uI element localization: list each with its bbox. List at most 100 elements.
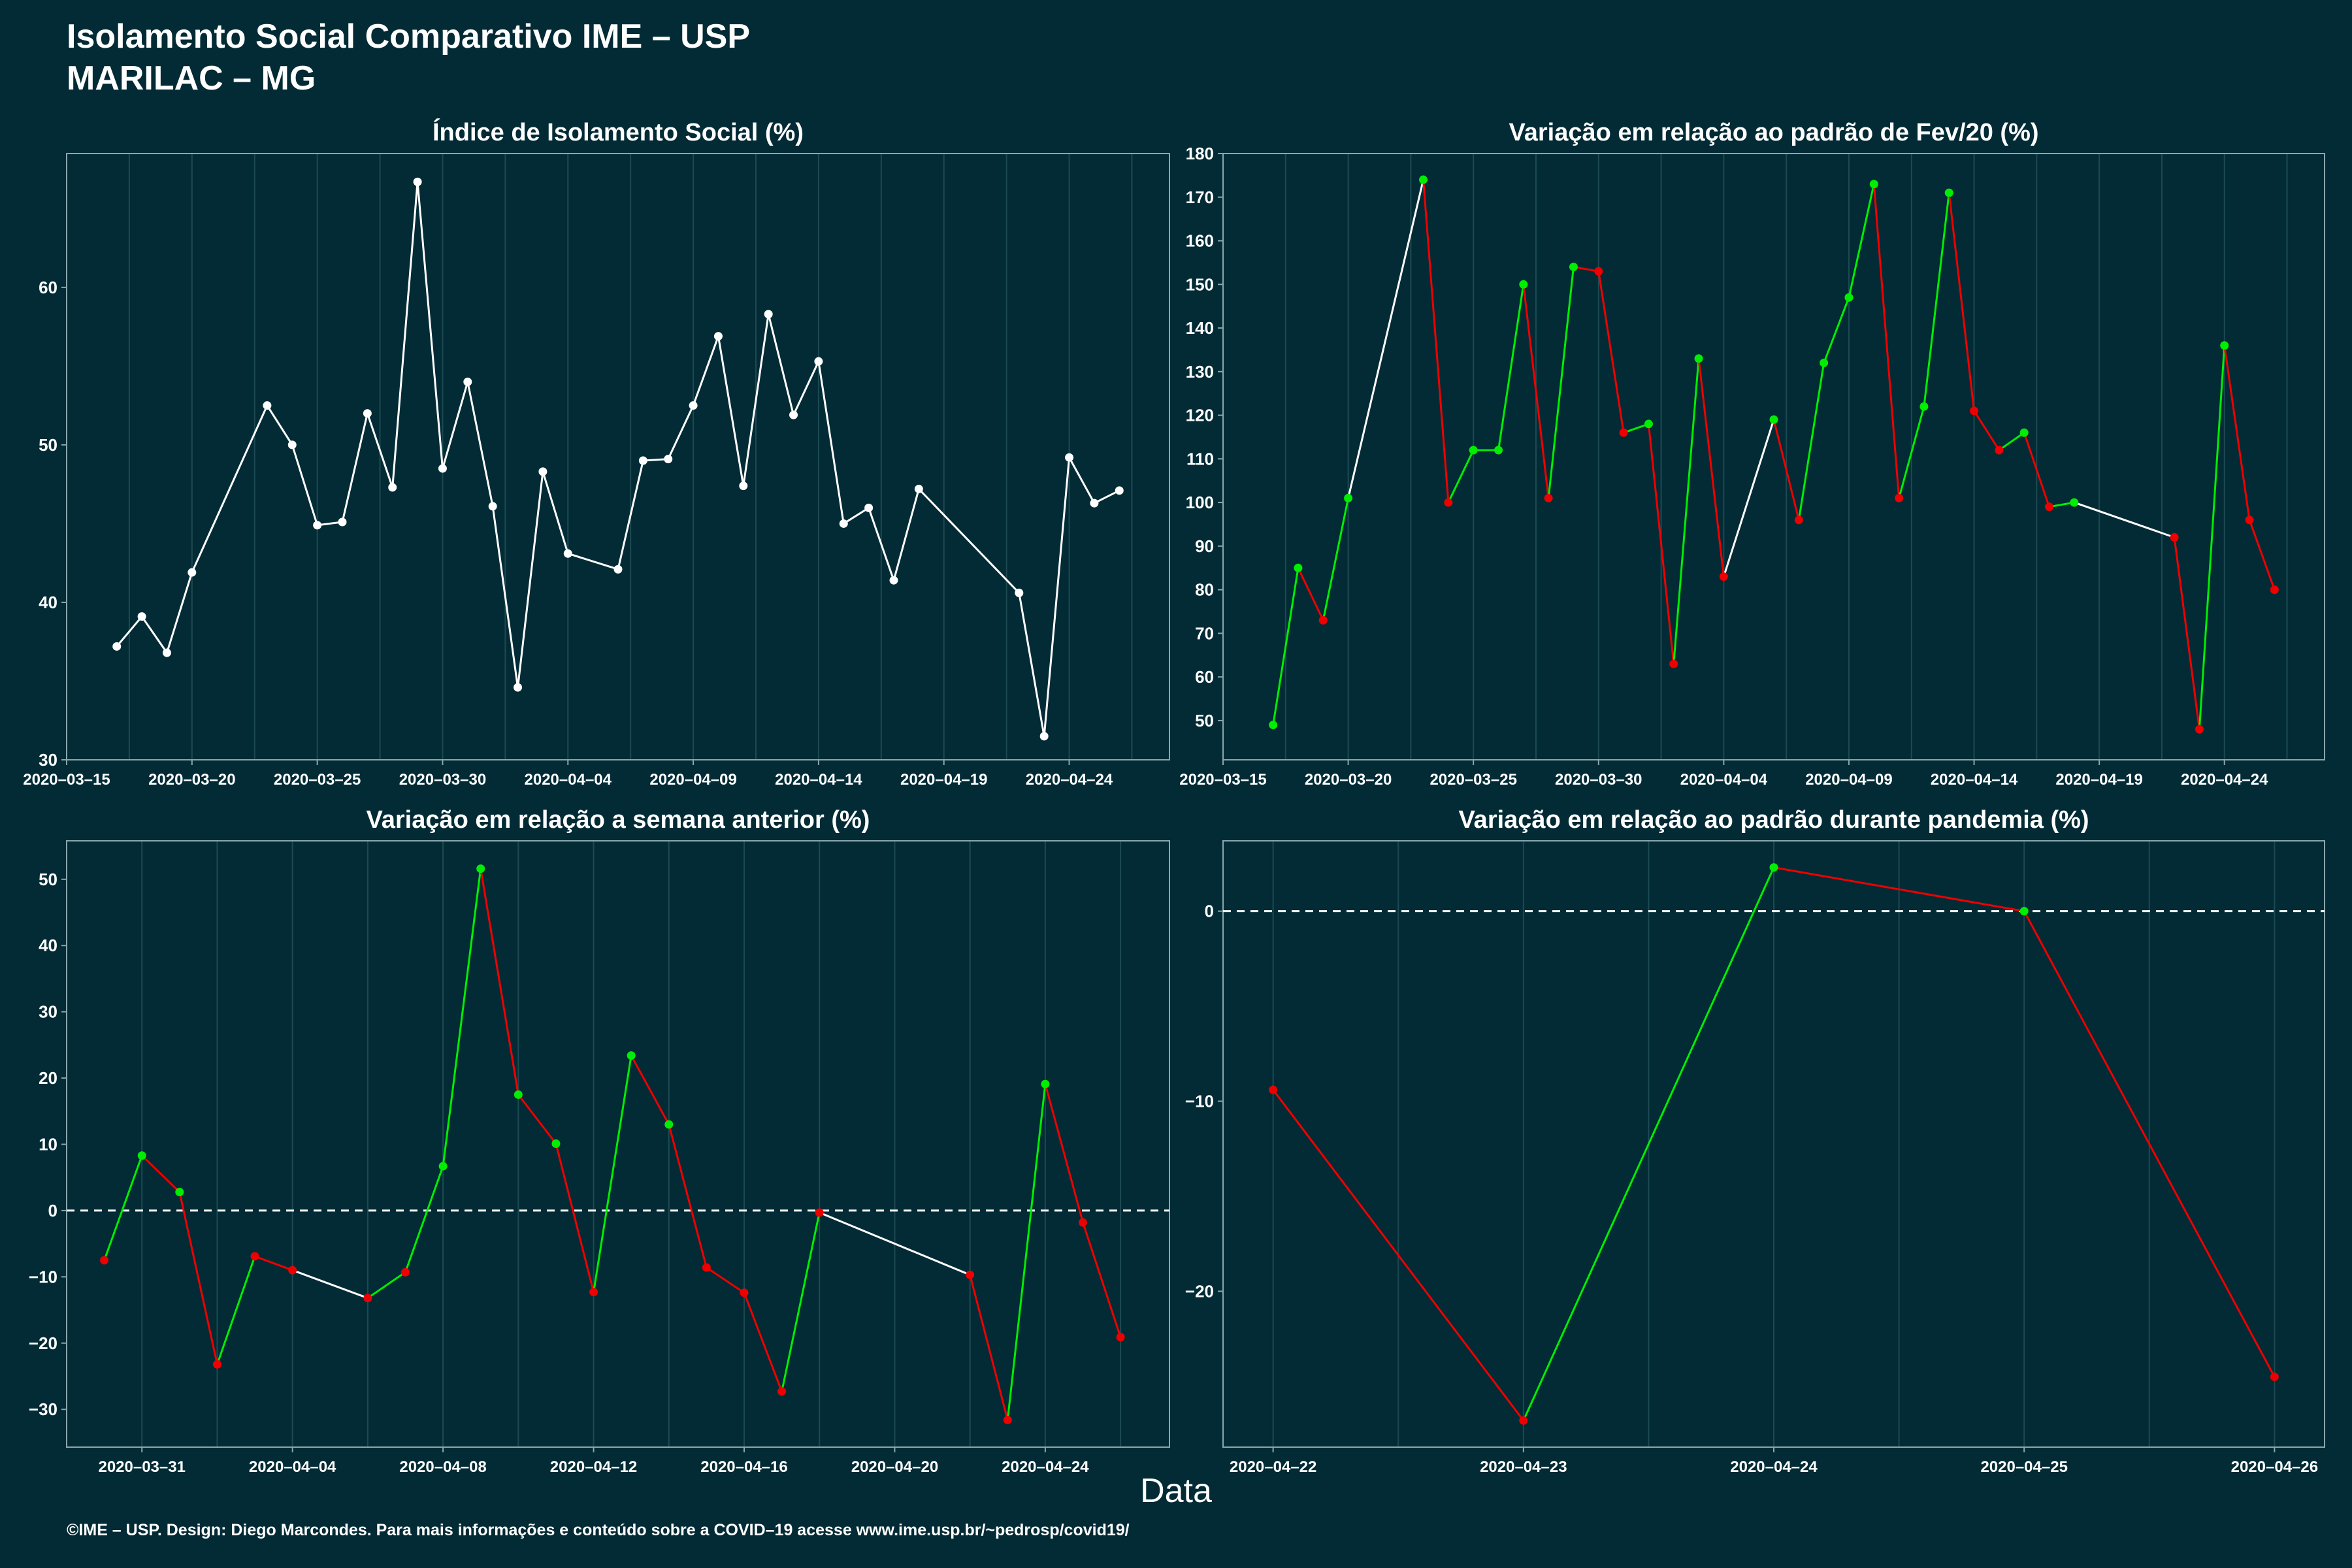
data-point [1820, 358, 1829, 367]
series-segment [216, 1256, 256, 1365]
data-point [739, 482, 748, 491]
data-point [287, 440, 297, 449]
y-tick-label: 170 [1186, 188, 1214, 207]
series-segment [630, 1054, 670, 1125]
x-tick-label: 2020–04–08 [399, 1458, 486, 1476]
data-point [1444, 498, 1453, 507]
y-tick-label: 140 [1186, 318, 1214, 338]
chart-panel-feb-variation: Variação em relação ao padrão de Fev/20 … [1179, 119, 2325, 789]
chart-panel-isolation: Índice de Isolamento Social (%) 2020–03–1… [23, 118, 1170, 789]
plot-frame [1222, 840, 2325, 1448]
data-point [713, 332, 723, 341]
data-point [814, 357, 823, 366]
data-point [2270, 1372, 2279, 1381]
data-point [1269, 1085, 1278, 1094]
series-segment [2074, 501, 2175, 538]
x-tick-label: 2020–04–09 [1805, 771, 1892, 789]
footer-credits: ©IME – USP. Design: Diego Marcondes. Par… [67, 1521, 1130, 1539]
data-point [1644, 419, 1653, 429]
y-tick-label: 120 [1186, 406, 1214, 425]
data-point [1494, 446, 1503, 455]
data-point [1669, 659, 1678, 668]
series-segment [1872, 184, 1901, 498]
series-segment [567, 552, 619, 570]
y-tick-label: −30 [29, 1399, 57, 1419]
series-segment [517, 1094, 557, 1145]
y-tick-label: 40 [39, 593, 57, 612]
series-segment [166, 572, 193, 653]
chart-title: Variação em relação ao padrão de Fev/20 … [1509, 119, 2038, 146]
data-point [137, 1151, 146, 1160]
series-segment [191, 405, 269, 573]
data-point [627, 1051, 636, 1060]
data-point [664, 455, 673, 464]
data-point [1269, 721, 1278, 730]
data-point [162, 648, 171, 657]
data-point [1995, 446, 2004, 455]
x-tick-label: 2020–04–20 [851, 1458, 938, 1476]
x-tick-label: 2020–04–12 [550, 1458, 637, 1476]
series-segment [542, 471, 569, 554]
data-point [400, 1267, 410, 1277]
data-point [1895, 493, 1904, 502]
x-tick-label: 2020–04–24 [1730, 1458, 1818, 1476]
data-point [638, 456, 647, 465]
x-tick-label: 2020–04–04 [249, 1458, 336, 1476]
series-segment [1948, 192, 1976, 412]
data-point [966, 1270, 975, 1279]
series-segment [2023, 432, 2050, 508]
data-point [288, 1266, 297, 1275]
data-point [413, 177, 422, 186]
y-tick-label: 50 [1195, 711, 1214, 730]
data-point [463, 378, 472, 387]
series-segment [1823, 297, 1850, 363]
series-segment [1722, 419, 1775, 578]
series-segment [1043, 457, 1071, 736]
chart-title: Variação em relação a semana anterior (%… [367, 806, 870, 834]
data-point [476, 864, 485, 874]
data-point [1469, 446, 1478, 455]
series-segment [1522, 284, 1550, 498]
data-point [1619, 428, 1628, 437]
data-point [2195, 725, 2204, 734]
y-tick-label: 60 [1195, 667, 1214, 687]
x-axis-title: Data [1140, 1472, 1212, 1510]
data-point [438, 1162, 448, 1171]
series-segment [1773, 866, 2025, 913]
series-segment [480, 868, 519, 1095]
x-tick-label: 2020–03–30 [399, 771, 486, 789]
series-segment [1923, 192, 1950, 407]
data-point [1769, 415, 1778, 424]
data-point [363, 1294, 372, 1303]
data-point [563, 549, 572, 558]
data-point [1844, 293, 1854, 302]
x-tick-label: 2020–04–09 [649, 771, 736, 789]
data-point [1869, 180, 1878, 189]
series-segment [706, 1266, 745, 1294]
data-point [363, 409, 372, 418]
data-point [864, 503, 874, 512]
data-point [1344, 493, 1353, 502]
x-tick-label: 2020–04–22 [1230, 1458, 1316, 1476]
series-segment [1973, 410, 2001, 451]
series-segment [1898, 406, 1925, 498]
x-tick-label: 2020–03–20 [148, 771, 235, 789]
y-tick-label: 30 [39, 750, 57, 770]
series-segment [1797, 363, 1825, 521]
series-segment [1006, 1084, 1047, 1420]
data-point [1519, 1416, 1528, 1425]
y-tick-label: 80 [1195, 580, 1214, 600]
data-point [250, 1252, 259, 1261]
series-segment [291, 444, 319, 526]
plot-frame [1222, 153, 2325, 760]
data-point [1318, 615, 1328, 625]
data-point [1970, 406, 1979, 416]
data-point [1794, 515, 1803, 525]
y-tick-label: 100 [1186, 493, 1214, 512]
data-point [1944, 188, 1953, 197]
data-point [613, 564, 623, 574]
data-point [889, 576, 898, 585]
data-point [175, 1188, 184, 1197]
data-point [538, 467, 547, 476]
